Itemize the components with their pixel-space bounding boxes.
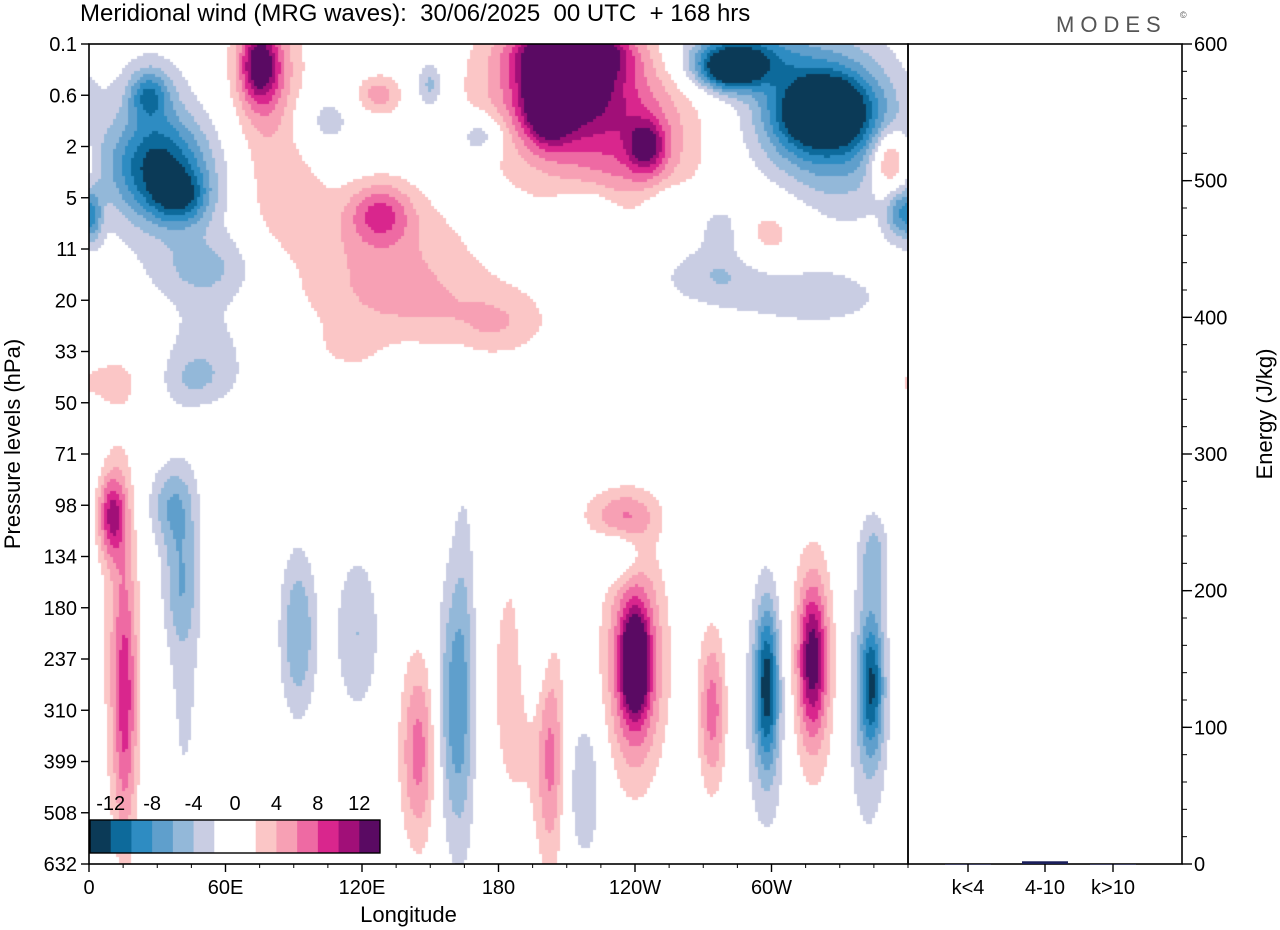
energy-y-axis: 0 100 200 300 400 500 600 bbox=[1182, 34, 1227, 876]
y-tick-label: 134 bbox=[44, 547, 77, 569]
y-axis: 0.1 0.6 2 5 11 20 33 50 71 98 134 180 237 310 399 508 63… bbox=[44, 34, 89, 876]
y-tick-label: 5 bbox=[66, 188, 77, 210]
copyright-mark: © bbox=[1180, 10, 1187, 20]
chart-title: Meridional wind (MRG waves): 30/06/2025 … bbox=[80, 0, 751, 27]
x-tick-label: 60W bbox=[751, 877, 792, 899]
y-tick-label: 508 bbox=[44, 803, 77, 825]
colorbar-legend: -12 -8 -4 0 4 8 12 bbox=[89, 793, 381, 854]
y-tick-label: 237 bbox=[44, 649, 77, 671]
y-tick-label: 33 bbox=[55, 342, 77, 364]
y-tick-label: 71 bbox=[55, 444, 77, 466]
energy-y-label: 600 bbox=[1194, 34, 1227, 56]
x-tick-label: 60E bbox=[208, 877, 244, 899]
colorbar-label: 0 bbox=[229, 793, 240, 815]
colorbar-swatch bbox=[90, 820, 112, 853]
y-tick-label: 50 bbox=[55, 393, 77, 415]
x-tick-label: 0 bbox=[83, 877, 94, 899]
colorbar-label: 8 bbox=[312, 793, 323, 815]
colorbar-label: -4 bbox=[185, 793, 203, 815]
x-tick-label: 180 bbox=[482, 877, 515, 899]
energy-x-axis: k<4 4-10 k>10 bbox=[952, 864, 1135, 899]
x-tick-label: 120E bbox=[339, 877, 386, 899]
energy-category-label: 4-10 bbox=[1025, 877, 1065, 899]
colorbar-swatch bbox=[255, 820, 277, 853]
colorbar-swatch bbox=[214, 820, 236, 853]
energy-y-label: 400 bbox=[1194, 307, 1227, 329]
y-tick-label: 2 bbox=[66, 137, 77, 159]
y-tick-label: 11 bbox=[56, 239, 77, 261]
colorbar-label: -12 bbox=[96, 793, 125, 815]
energy-y-label: 0 bbox=[1194, 854, 1205, 876]
colorbar-label: 12 bbox=[348, 793, 370, 815]
y-tick-label: 20 bbox=[55, 290, 77, 312]
energy-axis-title: Energy (J/kg) bbox=[1252, 349, 1277, 480]
colorbar-label: 4 bbox=[271, 793, 282, 815]
energy-y-label: 300 bbox=[1194, 444, 1227, 466]
x-tick-label: 120W bbox=[609, 877, 661, 899]
colorbar-swatch bbox=[193, 820, 215, 853]
colorbar-swatch bbox=[359, 820, 381, 853]
y-tick-label: 0.6 bbox=[49, 85, 77, 107]
colorbar-swatch bbox=[297, 820, 319, 853]
colorbar-swatch bbox=[235, 820, 257, 853]
colorbar-label: -8 bbox=[143, 793, 161, 815]
x-axis-title: Longitude bbox=[360, 902, 457, 927]
colorbar-frame bbox=[89, 819, 381, 854]
colorbar-swatch bbox=[317, 820, 340, 853]
colorbar-swatch bbox=[276, 820, 298, 853]
colorbar-swatch bbox=[172, 820, 195, 853]
y-tick-label: 180 bbox=[44, 598, 77, 620]
energy-panel-frame bbox=[907, 43, 1183, 865]
energy-bar bbox=[1022, 861, 1068, 864]
colorbar-swatch bbox=[131, 820, 153, 853]
y-axis-title: Pressure levels (hPa) bbox=[0, 339, 25, 549]
energy-category-label: k>10 bbox=[1091, 877, 1135, 899]
y-tick-label: 98 bbox=[55, 495, 77, 517]
heatmap-field bbox=[89, 44, 908, 864]
energy-y-label: 200 bbox=[1194, 581, 1227, 603]
y-tick-label: 310 bbox=[44, 700, 77, 722]
y-tick-label: 632 bbox=[44, 854, 77, 876]
y-tick-label: 399 bbox=[44, 752, 77, 774]
colorbar-swatch bbox=[338, 820, 360, 853]
colorbar-swatch bbox=[110, 820, 132, 853]
energy-category-label: k<4 bbox=[952, 877, 985, 899]
energy-y-label: 100 bbox=[1194, 717, 1227, 739]
brand-logo: MODES bbox=[1056, 12, 1167, 37]
y-tick-label: 0.1 bbox=[49, 34, 77, 56]
colorbar-swatch bbox=[152, 820, 174, 853]
x-axis: 0 60E 120E 180 120W 60W bbox=[83, 864, 909, 899]
energy-y-label: 500 bbox=[1194, 171, 1227, 193]
